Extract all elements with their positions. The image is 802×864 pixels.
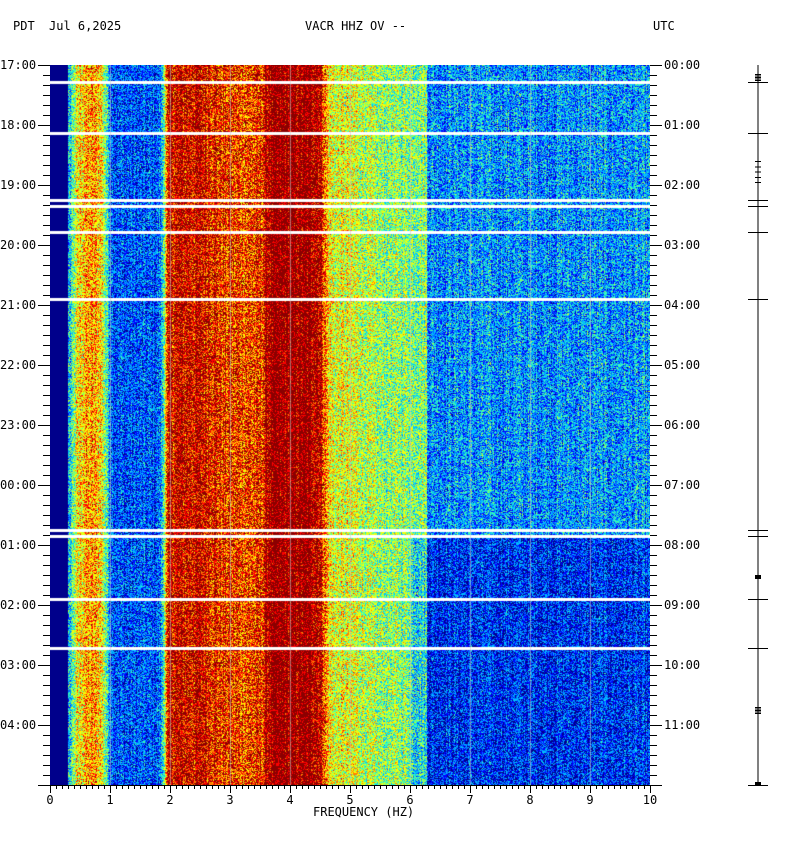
- x-tick-label: 4: [286, 793, 294, 807]
- spectrogram-plot: [50, 65, 650, 785]
- right-tick-label: 00:00: [664, 58, 701, 72]
- left-tick-label: 22:00: [0, 358, 37, 372]
- left-tick-label: 03:00: [0, 658, 37, 672]
- right-tick-label: 03:00: [664, 238, 701, 252]
- x-tick-label: 0: [46, 793, 54, 807]
- right-tick-label: 06:00: [664, 418, 701, 432]
- right-tick-label: 01:00: [664, 118, 701, 132]
- x-tick-label: 1: [106, 793, 114, 807]
- x-tick-label: 7: [466, 793, 474, 807]
- x-tick-label: 8: [526, 793, 534, 807]
- x-tick-label: 2: [166, 793, 174, 807]
- left-tick-label: 17:00: [0, 58, 37, 72]
- left-tick-label: 19:00: [0, 178, 37, 192]
- spectrogram-heatmap: [50, 65, 650, 785]
- x-tick-label: 9: [586, 793, 594, 807]
- right-tick-label: 08:00: [664, 538, 701, 552]
- left-tick-label: 18:00: [0, 118, 37, 132]
- right-tick-label: 07:00: [664, 478, 701, 492]
- x-tick-label: 6: [406, 793, 414, 807]
- left-tick-label: 00:00: [0, 478, 37, 492]
- station-title: VACR HHZ OV --: [305, 19, 407, 33]
- timezone-right-label: UTC: [653, 19, 675, 33]
- timezone-left-label: PDT: [13, 19, 35, 33]
- left-tick-label: 21:00: [0, 298, 37, 312]
- x-tick-label: 10: [642, 793, 658, 807]
- left-tick-label: 23:00: [0, 418, 37, 432]
- x-tick-label: 3: [226, 793, 234, 807]
- right-tick-label: 05:00: [664, 358, 701, 372]
- right-tick-label: 10:00: [664, 658, 701, 672]
- left-tick-label: 20:00: [0, 238, 37, 252]
- x-axis-label: FREQUENCY (HZ): [313, 805, 415, 819]
- right-tick-label: 04:00: [664, 298, 701, 312]
- x-tick-label: 5: [346, 793, 354, 807]
- date-label: Jul 6,2025: [49, 19, 122, 33]
- right-tick-label: 09:00: [664, 598, 701, 612]
- left-tick-label: 02:00: [0, 598, 37, 612]
- right-tick-label: 11:00: [664, 718, 701, 732]
- right-tick-label: 02:00: [664, 178, 701, 192]
- left-tick-label: 04:00: [0, 718, 37, 732]
- left-tick-label: 01:00: [0, 538, 37, 552]
